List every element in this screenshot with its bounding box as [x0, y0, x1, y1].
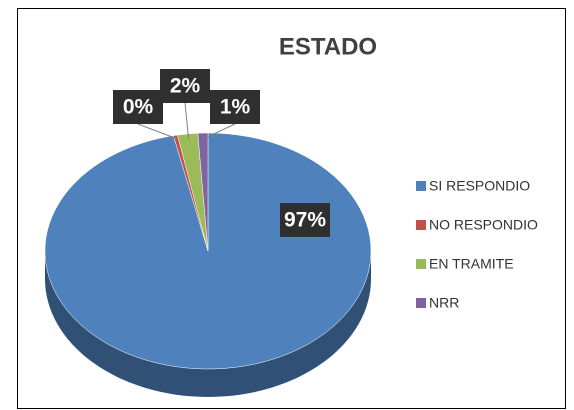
data-label: 0%: [123, 96, 154, 119]
label-box: [280, 203, 330, 237]
leader-line: [137, 123, 178, 140]
label-box: [160, 69, 210, 103]
data-label: 97%: [284, 209, 326, 232]
legend-swatch: [416, 181, 426, 191]
legend-label: EN TRAMITE: [429, 256, 514, 272]
label-box: [210, 90, 260, 124]
label-box: [113, 90, 163, 124]
pie-side: [45, 251, 371, 397]
legend-label: NRR: [429, 295, 459, 311]
leader-line: [202, 123, 236, 140]
data-label: 1%: [220, 96, 251, 119]
legend-label: NO RESPONDIO: [429, 217, 538, 233]
legend-label: SI RESPONDIO: [429, 178, 530, 194]
legend-swatch: [416, 220, 426, 230]
data-label: 2%: [170, 75, 201, 98]
pie-slice: [197, 132, 209, 252]
chart-title: ESTADO: [279, 33, 377, 60]
leader-line: [184, 102, 190, 139]
legend-swatch: [416, 259, 426, 269]
legend-swatch: [416, 298, 426, 308]
